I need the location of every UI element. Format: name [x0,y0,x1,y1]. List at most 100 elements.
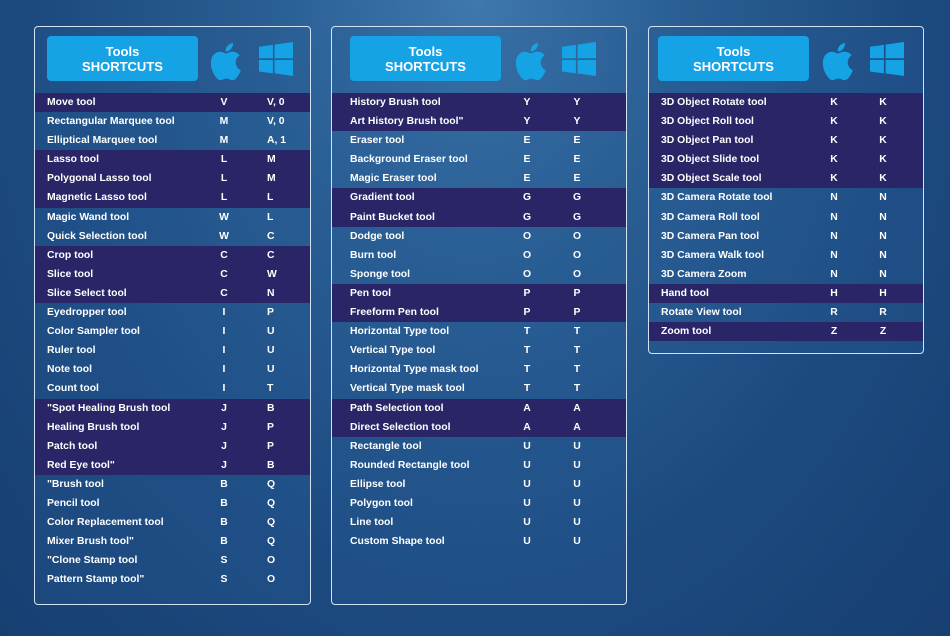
tool-name: Crop tool [47,249,94,261]
table-row: 3D Object Pan tool K K [649,131,923,151]
table-row: Eyedropper tool I P [35,303,310,322]
tool-name: Quick Selection tool [47,230,147,242]
table-row: Gradient tool G G [332,188,626,208]
tool-name: Dodge tool [350,230,405,242]
tool-name: 3D Camera Walk tool [661,249,764,261]
mac-shortcut: N [830,192,838,204]
windows-shortcut: K [879,116,887,128]
table-row: Ellipse tool U U [332,475,626,494]
windows-shortcut: P [573,307,581,319]
tool-name: 3D Camera Pan tool [661,230,760,242]
table-row: "Brush tool B Q [35,475,310,494]
table-row: Line tool U U [332,513,626,532]
title-badge: Tools SHORTCUTS [47,36,198,81]
mac-shortcut: K [830,154,838,166]
table-row: Crop tool C C [35,245,310,265]
table-row: Vertical Type mask tool T T [332,379,626,398]
tool-name: Hand tool [661,287,709,299]
mac-shortcut: L [220,173,228,185]
mac-shortcut: K [830,116,838,128]
windows-shortcut: C [267,230,275,242]
mac-shortcut: L [220,192,228,204]
table-row: Slice tool C W [35,264,310,284]
mac-shortcut: B [220,536,228,548]
windows-shortcut: K [879,97,887,108]
tool-name: Count tool [47,383,99,395]
tool-name: Gradient tool [350,192,415,204]
mac-shortcut: K [830,135,838,147]
windows-shortcut: Q [267,517,276,529]
mac-shortcut: Y [523,97,531,108]
table-row: Dodge tool O O [332,227,626,246]
tool-name: Custom Shape tool [350,536,445,548]
windows-shortcut: L [267,192,274,204]
mac-shortcut: B [220,517,228,529]
mac-shortcut: P [523,307,531,319]
windows-shortcut: G [572,211,582,223]
tool-name: Rectangle tool [350,440,422,452]
mac-shortcut: S [220,574,228,586]
mac-shortcut: U [523,536,531,548]
panel-header: Tools SHORTCUTS [649,27,923,93]
mac-shortcut: T [523,326,531,338]
tool-name: Rounded Rectangle tool [350,459,470,471]
windows-shortcut: U [573,440,581,452]
table-row: Pencil tool B Q [35,494,310,513]
mac-shortcut: W [219,230,229,242]
windows-shortcut: R [879,307,887,319]
mac-shortcut: J [221,459,227,471]
tool-name: Burn tool [350,249,397,261]
windows-shortcut: O [572,249,582,261]
windows-shortcut: U [573,478,581,490]
table-row: Art History Brush tool" Y Y [332,112,626,132]
table-row: Red Eye tool" J B [35,455,310,475]
windows-shortcut: Y [573,97,581,108]
panel-header: Tools SHORTCUTS [332,27,626,93]
mac-shortcut: J [221,440,227,452]
table-row: Move tool V V, 0 [35,93,310,113]
windows-shortcut: T [573,364,581,376]
apple-icon [823,43,853,80]
mac-shortcut: O [522,249,532,261]
tool-name: Magic Eraser tool [350,173,437,185]
table-row: Rounded Rectangle tool U U [332,456,626,475]
windows-shortcut: U [267,326,275,338]
windows-shortcut: U [573,459,581,471]
mac-shortcut: U [523,459,531,471]
tool-name: 3D Object Pan tool [661,135,754,147]
windows-shortcut: O [572,268,582,280]
table-row: Rectangular Marquee tool M V, 0 [35,112,310,131]
tool-name: Rectangular Marquee tool [47,116,175,128]
tool-name: Paint Bucket tool [350,211,435,223]
table-row: Direct Selection tool A A [332,417,626,437]
mac-shortcut: I [222,364,226,376]
mac-shortcut: O [522,230,532,242]
mac-shortcut: Z [830,326,838,338]
windows-shortcut: T [267,383,274,395]
windows-shortcut: T [573,345,581,357]
tool-name: 3D Camera Zoom [661,268,747,280]
tool-name: Eraser tool [350,135,405,147]
table-row: 3D Object Roll tool K K [649,112,923,132]
tool-name: 3D Camera Roll tool [661,211,760,223]
tool-name: Line tool [350,517,394,529]
table-row: Burn tool O O [332,246,626,265]
table-row: Count tool I T [35,379,310,398]
table-row: 3D Object Scale tool K K [649,169,923,189]
windows-shortcut: N [879,230,887,242]
mac-shortcut: M [219,135,229,147]
mac-shortcut: R [830,307,838,319]
table-row: Horizontal Type tool T T [332,322,626,341]
windows-shortcut: Z [879,326,887,338]
panel-header: Tools SHORTCUTS [35,27,310,93]
table-row: 3D Object Slide tool K K [649,150,923,170]
tool-name: 3D Object Scale tool [661,173,762,185]
tool-name: Pen tool [350,287,391,299]
mac-shortcut: P [523,287,531,299]
tool-name: "Brush tool [47,478,104,490]
tool-name: Lasso tool [47,154,99,166]
table-row: Paint Bucket tool G G [332,207,626,227]
tool-name: 3D Object Slide tool [661,154,760,166]
windows-shortcut: P [267,307,274,319]
windows-shortcut: V, 0 [267,97,285,108]
